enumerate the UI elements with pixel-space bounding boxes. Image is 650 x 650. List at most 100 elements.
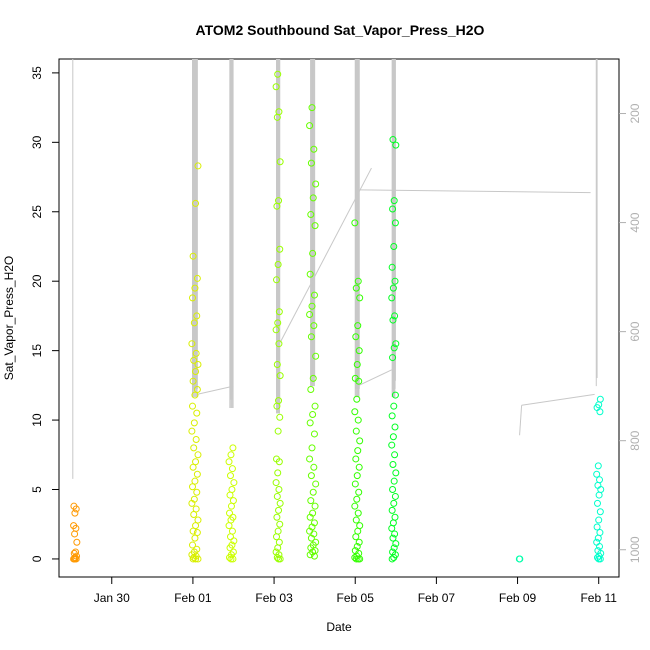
data-point — [392, 469, 400, 477]
data-point — [355, 488, 363, 496]
data-point — [193, 312, 201, 320]
data-point — [307, 211, 315, 219]
data-point — [596, 529, 604, 537]
data-point — [355, 347, 363, 355]
data-point — [226, 472, 234, 480]
data-point — [388, 506, 396, 514]
data-point — [390, 499, 398, 507]
data-point — [593, 499, 601, 507]
data-point — [275, 108, 283, 116]
data-point — [70, 522, 78, 530]
data-point — [73, 538, 81, 546]
pressure-transit-line — [279, 167, 372, 343]
data-point — [597, 486, 605, 494]
data-point — [389, 316, 397, 324]
data-point — [275, 506, 283, 514]
data-point — [352, 427, 360, 435]
data-point — [275, 308, 283, 316]
data-point — [355, 538, 363, 546]
data-point — [192, 199, 200, 207]
data-point — [193, 545, 201, 553]
data-point — [228, 486, 236, 494]
data-point — [594, 462, 602, 470]
data-point — [191, 284, 199, 292]
data-point — [190, 444, 198, 452]
data-point — [390, 197, 398, 205]
data-point — [352, 455, 360, 463]
x-tick-label: Feb 11 — [580, 591, 617, 605]
data-point — [192, 367, 200, 375]
data-point — [307, 333, 315, 341]
data-point — [192, 522, 200, 530]
data-point — [229, 513, 237, 521]
data-point — [353, 495, 361, 503]
data-point — [390, 477, 398, 485]
data-point — [70, 502, 78, 510]
data-point — [190, 319, 198, 327]
data-point — [351, 554, 359, 562]
data-point — [307, 472, 315, 480]
y2-tick-label: 200 — [628, 103, 642, 123]
data-point — [351, 547, 359, 555]
data-point — [354, 447, 362, 455]
data-point — [306, 270, 314, 278]
data-point — [229, 497, 237, 505]
data-point — [355, 463, 363, 471]
data-point — [312, 480, 320, 488]
data-point — [272, 479, 280, 487]
data-point — [311, 222, 319, 230]
x-axis-label: Date — [326, 620, 352, 634]
data-point — [192, 555, 200, 563]
data-point — [71, 530, 79, 538]
data-point — [194, 451, 202, 459]
data-point — [391, 451, 399, 459]
y-tick-label: 0 — [30, 555, 44, 562]
data-point — [189, 527, 197, 535]
y-tick-label: 15 — [30, 344, 44, 358]
data-point — [190, 511, 198, 519]
data-point — [389, 534, 397, 542]
y2-tick-label: 800 — [628, 430, 642, 450]
x-tick-label: Feb 01 — [174, 591, 212, 605]
data-point — [189, 377, 197, 385]
data-point — [389, 284, 397, 292]
data-point — [309, 488, 317, 496]
data-point — [308, 302, 316, 310]
data-point — [193, 529, 201, 537]
data-point — [351, 374, 359, 382]
data-point — [596, 476, 604, 484]
data-point — [276, 413, 284, 421]
data-point — [388, 294, 396, 302]
data-point — [226, 509, 234, 517]
data-point — [390, 344, 398, 352]
data-point — [594, 547, 602, 555]
data-point — [276, 499, 284, 507]
data-point — [389, 486, 397, 494]
data-point — [274, 469, 282, 477]
data-point — [310, 291, 318, 299]
y-tick-label: 10 — [30, 413, 44, 427]
data-point — [351, 219, 359, 227]
data-point — [308, 104, 316, 112]
data-point — [392, 141, 400, 149]
data-point — [353, 542, 361, 550]
data-point — [189, 252, 197, 260]
data-point — [274, 70, 282, 78]
data-point — [354, 322, 362, 330]
data-point — [596, 395, 604, 403]
data-point — [307, 497, 315, 505]
data-point — [273, 492, 281, 500]
data-point — [192, 552, 200, 560]
data-point — [389, 136, 397, 144]
x-tick-label: Feb 03 — [255, 591, 293, 605]
data-point — [391, 312, 399, 320]
data-point — [352, 555, 360, 563]
data-point — [391, 530, 399, 538]
data-point — [272, 83, 280, 91]
data-point — [273, 361, 281, 369]
data-point — [388, 412, 396, 420]
data-point — [72, 548, 80, 556]
data-point — [388, 555, 396, 563]
data-point — [354, 509, 362, 517]
